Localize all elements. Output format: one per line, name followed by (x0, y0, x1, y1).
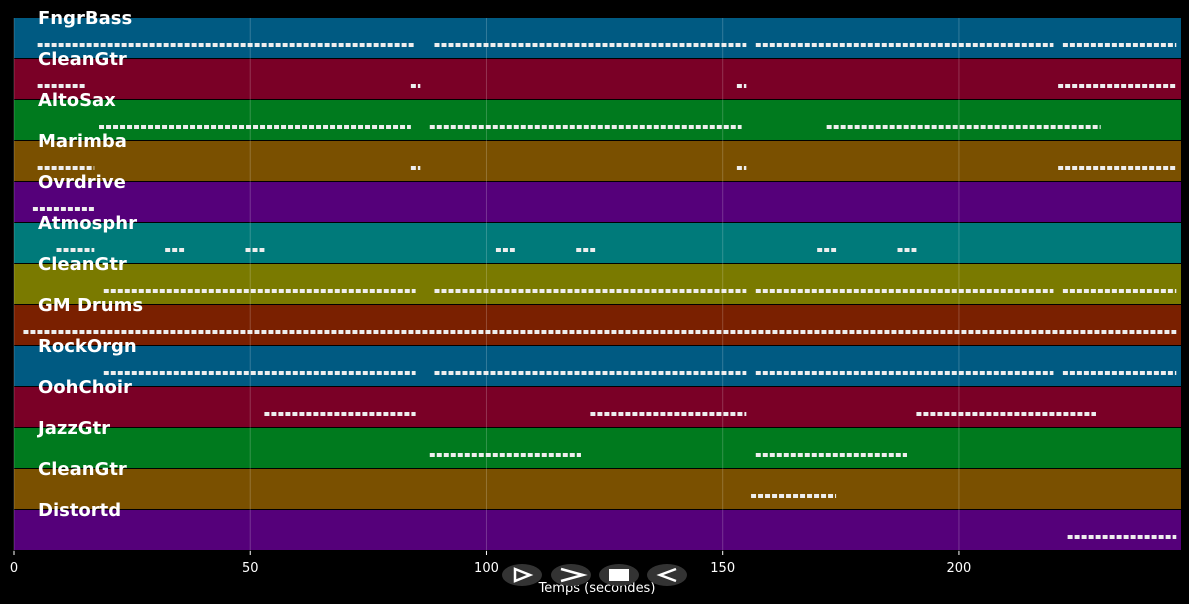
track-row (14, 59, 1181, 99)
back-icon (656, 567, 677, 583)
track-name: Distortd (38, 500, 121, 521)
track-name: JazzGtr (36, 418, 110, 439)
track-name: CleanGtr (38, 49, 127, 70)
track-name: OohChoir (38, 377, 132, 398)
track-row (14, 346, 1181, 386)
track-name: GM Drums (38, 295, 143, 316)
track-name: FngrBass (38, 8, 132, 29)
track-row (14, 223, 1181, 263)
back-button[interactable] (647, 564, 687, 586)
x-tick-label: 0 (10, 561, 18, 576)
track-row (14, 264, 1181, 304)
track-row (14, 141, 1181, 181)
track-name: CleanGtr (38, 254, 127, 275)
track-row (14, 18, 1181, 58)
track-name: Ovrdrive (38, 172, 126, 193)
track-name: CleanGtr (38, 459, 127, 480)
track-name: AltoSax (38, 90, 116, 111)
x-tick-label: 200 (947, 561, 972, 576)
x-axis-label: Temps (secondes) (538, 581, 656, 596)
play-button[interactable] (502, 564, 542, 586)
x-tick-label: 50 (242, 561, 259, 576)
track-row (14, 100, 1181, 140)
track-row (14, 182, 1181, 222)
stop-icon (609, 569, 629, 581)
track-name: Atmosphr (38, 213, 137, 234)
forward-icon (560, 567, 588, 583)
play-icon (513, 567, 534, 583)
track-row (14, 469, 1181, 509)
track-row (14, 428, 1181, 468)
track-row (14, 387, 1181, 427)
track-name: RockOrgn (38, 336, 137, 357)
track-row (14, 305, 1181, 345)
x-tick-label: 100 (474, 561, 499, 576)
track-name: Marimba (38, 131, 127, 152)
x-tick-label: 150 (710, 561, 735, 576)
transport-controls (502, 564, 687, 586)
track-row (14, 510, 1181, 550)
